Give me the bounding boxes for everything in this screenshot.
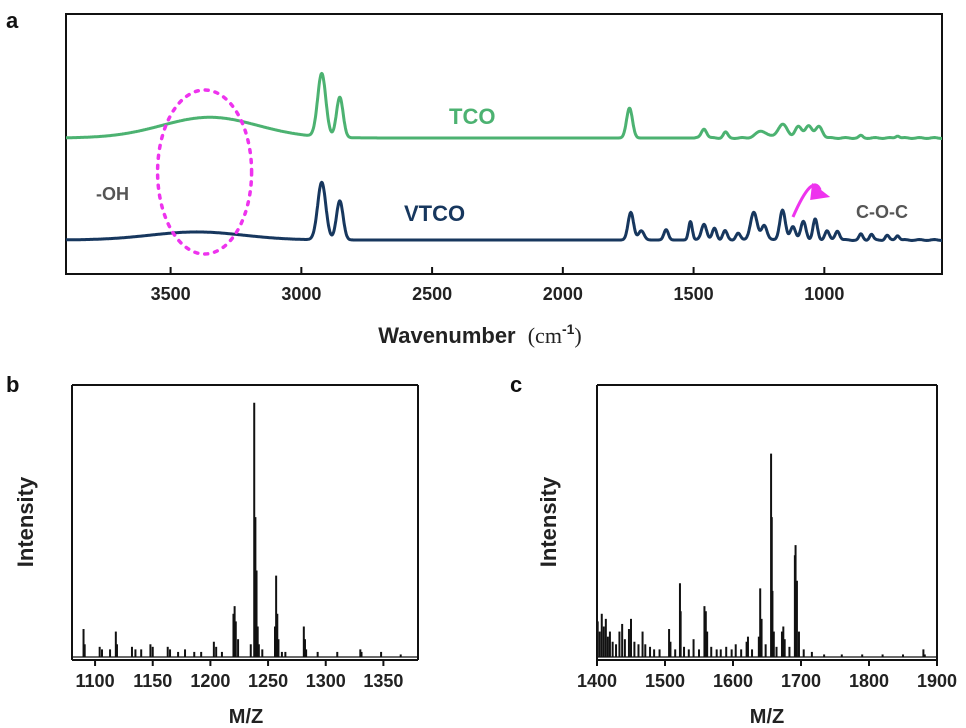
panel-b-x-axis-title: M/Z bbox=[229, 706, 263, 728]
ether-arrowhead bbox=[810, 183, 831, 200]
x-tick-label: 1350 bbox=[363, 671, 403, 691]
panel-b-peaks bbox=[72, 402, 418, 658]
panel-a-series bbox=[65, 71, 943, 242]
x-tick-label: 1400 bbox=[577, 671, 617, 691]
x-tick-label: 1200 bbox=[190, 671, 230, 691]
x-tick-label: 1500 bbox=[645, 671, 685, 691]
panel-c-y-axis-title: Intensity bbox=[536, 476, 561, 567]
panel-b-y-axis-title: Intensity bbox=[13, 476, 38, 567]
panel-a-plot-frame bbox=[65, 13, 943, 275]
ether-label: C-O-C bbox=[856, 202, 908, 222]
panel-c-letter: c bbox=[510, 372, 522, 397]
panel-c-axes bbox=[596, 384, 938, 661]
x-tick-label: 1300 bbox=[306, 671, 346, 691]
panel-c-x-axis-title: M/Z bbox=[750, 706, 784, 728]
x-axis-title-unit: (cm bbox=[528, 323, 562, 348]
x-tick-label: 1900 bbox=[917, 671, 957, 691]
x-tick-label: 1600 bbox=[713, 671, 753, 691]
series-line-vtco bbox=[65, 180, 943, 242]
x-tick-label: 1800 bbox=[849, 671, 889, 691]
panel-b-letter: b bbox=[6, 372, 19, 397]
x-tick-label: 1100 bbox=[76, 671, 115, 691]
panel-a-x-ticks: 3500 3000 2500 2000 1500 1000 bbox=[151, 267, 844, 304]
panel-b-mass-spectrum: b 1100 1150 1200 1250 1300 1350 Intensity M/Z bbox=[6, 372, 419, 728]
x-tick-label: 1250 bbox=[248, 671, 288, 691]
series-line-tco bbox=[65, 71, 943, 140]
x-tick-label: 1150 bbox=[133, 671, 172, 691]
x-axis-title-exponent: -1 bbox=[562, 321, 575, 337]
x-tick-label: 1700 bbox=[781, 671, 821, 691]
panel-c-peaks bbox=[596, 453, 937, 658]
series-label-tco: TCO bbox=[449, 104, 495, 129]
ether-arrow bbox=[791, 183, 822, 218]
panel-a-x-axis-title: Wavenumber (cm-1) bbox=[378, 321, 581, 348]
panel-c-x-ticks: 1400 1500 1600 1700 1800 1900 bbox=[577, 660, 957, 691]
x-tick-label: 2500 bbox=[412, 284, 452, 304]
series-label-vtco: VTCO bbox=[404, 201, 465, 226]
x-tick-label: 3000 bbox=[281, 284, 321, 304]
panel-b-axes bbox=[71, 384, 419, 661]
x-axis-title-word: Wavenumber bbox=[378, 323, 516, 348]
panel-a-letter: a bbox=[6, 8, 19, 33]
panel-b-x-ticks: 1100 1150 1200 1250 1300 1350 bbox=[76, 660, 403, 691]
x-tick-label: 1500 bbox=[674, 284, 714, 304]
hydroxyl-band-ellipse bbox=[155, 88, 254, 256]
panel-a-ftir-chart: a 3500 3000 2500 2000 1500 1000 -OH C-O-C TCO… bbox=[6, 8, 943, 348]
x-tick-label: 2000 bbox=[543, 284, 583, 304]
x-axis-title-close: ) bbox=[574, 323, 581, 348]
panel-c-mass-spectrum: c 1400 1500 1600 1700 1800 1900 Intensity M/Z bbox=[510, 372, 957, 728]
x-tick-label: 1000 bbox=[804, 284, 844, 304]
hydroxyl-label: -OH bbox=[96, 184, 129, 204]
x-tick-label: 3500 bbox=[151, 284, 191, 304]
